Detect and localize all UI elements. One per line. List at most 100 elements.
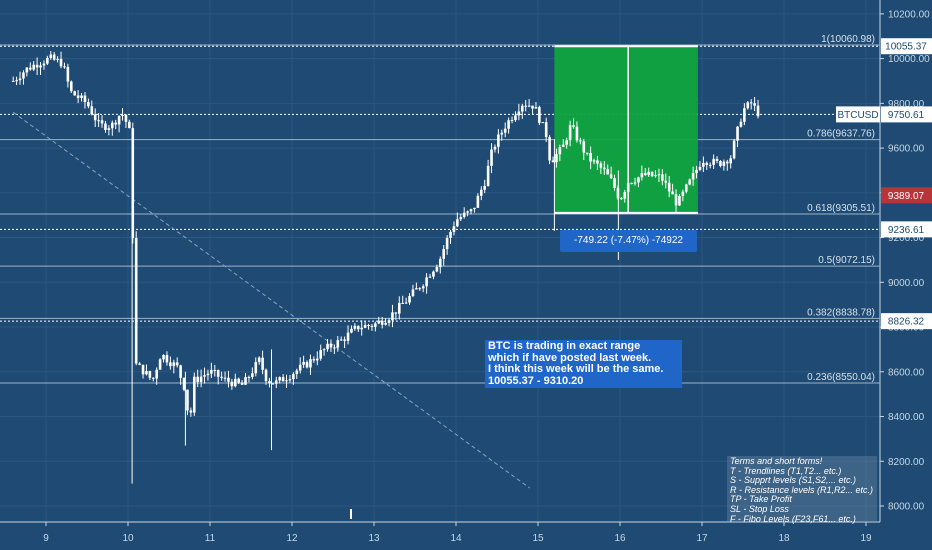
candle-body — [288, 379, 292, 381]
candle-body — [346, 332, 350, 341]
time-tick-label: 9 — [43, 533, 49, 544]
candle-body — [483, 185, 486, 190]
candle-body — [309, 359, 312, 368]
candle-body — [503, 128, 507, 133]
time-tick-label: 11 — [205, 533, 216, 544]
range-measure-label: -749.22 (-7.47%) -74922 — [560, 230, 697, 252]
candle-body — [397, 302, 401, 314]
candle-body — [585, 152, 589, 154]
price-tag — [881, 313, 932, 330]
candle-body — [514, 115, 517, 121]
note-line: I think this week will be the same. — [488, 363, 664, 375]
price-tag-label: 9750.61 — [888, 110, 925, 121]
candle-body — [623, 192, 627, 199]
candle-body — [589, 153, 592, 162]
candle-body — [630, 183, 633, 185]
candle-body — [11, 80, 15, 82]
candle-body — [756, 105, 760, 117]
candle-body — [568, 125, 572, 141]
candle-body — [285, 380, 288, 382]
candle-body — [428, 276, 432, 278]
note-line: 10055.37 - 9310.20 — [488, 374, 584, 387]
candle-body — [469, 209, 473, 212]
range-box — [554, 46, 698, 213]
candle-body — [558, 147, 562, 155]
candle-body — [151, 377, 155, 379]
candle-body — [271, 383, 275, 385]
candle-body — [384, 322, 387, 325]
candle-body — [688, 179, 691, 185]
terms-line: T - Trendlines (T1,T2... etc.) — [730, 466, 842, 476]
candle-body — [203, 375, 206, 377]
candle-body — [643, 172, 647, 176]
candle-body — [698, 166, 702, 170]
candle-body — [510, 120, 514, 122]
candle-body — [579, 140, 582, 142]
candle-body — [128, 121, 131, 129]
candle-body — [681, 191, 685, 197]
candle-body — [387, 320, 391, 323]
candle-body — [363, 324, 367, 328]
candle-body — [626, 183, 630, 193]
candle-body — [667, 182, 671, 192]
time-tick-label: 15 — [532, 533, 544, 544]
candle-body — [240, 382, 244, 385]
candle-body — [561, 144, 565, 148]
candle-body — [555, 154, 558, 163]
price-tag — [881, 38, 932, 55]
candle-body — [35, 64, 39, 68]
candle-body — [695, 169, 698, 174]
candle-body — [541, 122, 545, 124]
candle-body — [551, 160, 555, 163]
candle-body — [281, 377, 285, 382]
candle-body — [544, 122, 548, 138]
price-tick-label: 8200.00 — [888, 457, 925, 468]
candle-body — [312, 359, 316, 361]
candle-body — [582, 141, 586, 153]
candle-body — [124, 114, 128, 122]
candle-body — [179, 365, 182, 378]
time-tick-label: 14 — [450, 533, 462, 544]
candle-body — [63, 66, 66, 68]
candle-body — [104, 123, 107, 130]
candle-body — [350, 328, 353, 333]
candle-body — [333, 347, 336, 349]
candle-body — [719, 161, 722, 166]
analysis-note: BTC is trading in exact range which if h… — [485, 340, 682, 388]
candle-body — [678, 196, 681, 206]
candle-body — [305, 361, 309, 368]
candle-body — [637, 177, 640, 183]
candle-body — [592, 160, 596, 162]
candle-body — [493, 146, 497, 150]
candle-body — [527, 105, 531, 107]
candle-body — [257, 357, 261, 363]
fib-level-label: 0.5(9072.15) — [818, 255, 875, 266]
candle-body — [138, 363, 141, 365]
candle-body — [52, 54, 56, 60]
candle-body — [247, 376, 251, 378]
candle-body — [131, 128, 135, 239]
price-tick-label: 8000.00 — [888, 502, 925, 513]
candle-body — [319, 350, 322, 359]
candle-body — [647, 171, 650, 176]
candle-body — [336, 340, 340, 348]
candle-body — [66, 66, 70, 82]
candle-body — [76, 95, 80, 99]
candle-body — [633, 182, 637, 184]
candle-body — [15, 80, 18, 82]
candle-body — [466, 211, 469, 213]
candle-body — [459, 217, 463, 220]
candle-body — [186, 389, 189, 411]
candle-body — [254, 362, 258, 374]
candle-body — [401, 302, 404, 304]
candle-body — [531, 105, 534, 109]
candle-body — [134, 238, 138, 364]
candle-body — [479, 189, 483, 196]
candle-body — [729, 158, 732, 164]
candle-body — [97, 120, 100, 122]
time-tick-label: 18 — [778, 533, 790, 544]
candle-body — [674, 194, 678, 206]
price-tag-label: 8826.32 — [888, 317, 925, 328]
